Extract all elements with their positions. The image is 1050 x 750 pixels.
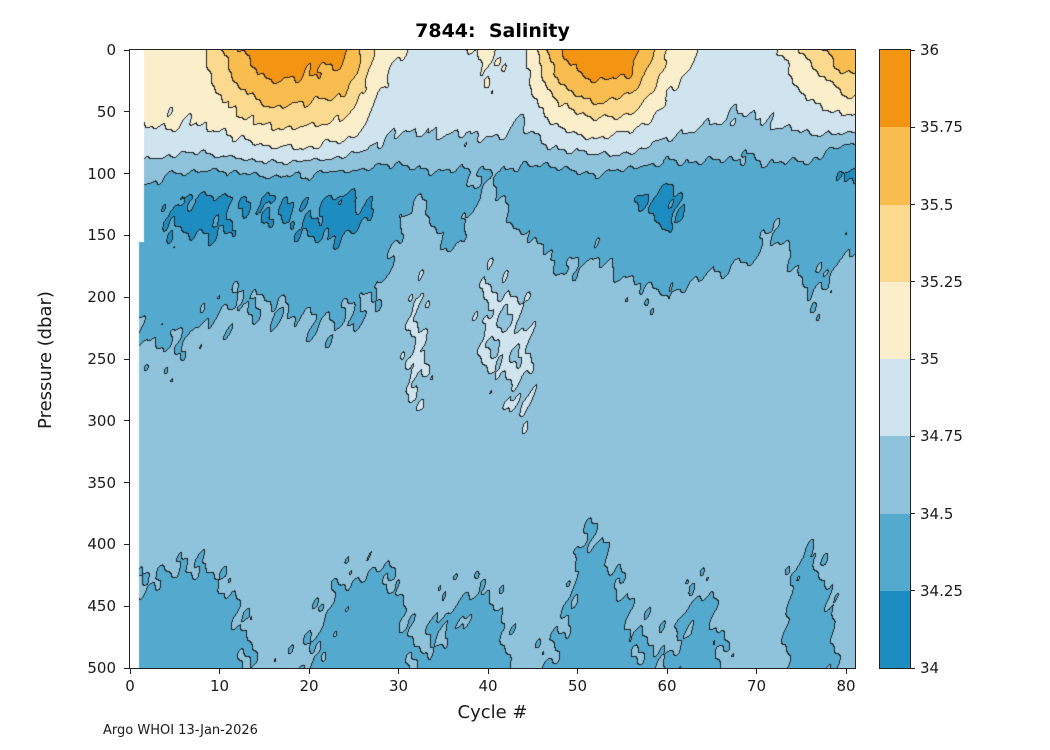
y-axis-tick	[124, 482, 129, 484]
x-axis-tick	[666, 669, 668, 674]
colorbar-tick	[911, 49, 915, 51]
y-axis-tick	[124, 111, 129, 113]
x-axis-tick	[756, 669, 758, 674]
y-tick-label: 250	[87, 350, 116, 368]
y-axis-tick	[124, 605, 129, 607]
y-axis-tick	[124, 173, 129, 175]
colorbar-tick-label: 34	[920, 659, 940, 677]
colorbar-tick	[911, 667, 915, 669]
colorbar-tick-label: 34.75	[920, 427, 963, 446]
x-tick-label: 70	[746, 677, 767, 695]
y-tick-label: 450	[87, 597, 116, 616]
x-axis-label: Cycle #	[457, 702, 528, 723]
x-tick-label: 40	[478, 677, 498, 695]
colorbar-band	[880, 127, 910, 205]
colorbar-tick-label: 35.5	[920, 195, 954, 214]
x-axis-tick	[398, 669, 400, 674]
colorbar-tick	[911, 126, 915, 128]
x-axis-tick	[845, 669, 847, 674]
y-axis-tick	[124, 358, 129, 360]
chart-title: 7844: Salinity	[415, 20, 570, 42]
y-tick-label: 350	[87, 473, 116, 492]
colorbar-band	[880, 281, 910, 359]
y-axis-tick	[124, 49, 129, 51]
y-tick-label: 200	[87, 288, 116, 307]
colorbar-band	[880, 590, 910, 668]
y-axis-tick	[124, 234, 129, 236]
plot-area-frame	[129, 49, 856, 669]
footer-annotation: Argo WHOI 13-Jan-2026	[103, 723, 258, 738]
colorbar-band	[880, 50, 910, 128]
y-tick-label: 500	[87, 659, 116, 677]
colorbar-tick-label: 34.5	[920, 504, 954, 523]
x-tick-label: 80	[836, 677, 856, 695]
colorbar-band	[880, 513, 910, 591]
x-tick-label: 30	[388, 677, 409, 695]
colorbar-band	[880, 359, 910, 437]
colorbar-tick-label: 34.25	[920, 581, 963, 600]
y-tick-label: 400	[87, 535, 116, 554]
salinity-contour-canvas	[130, 50, 855, 668]
x-tick-label: 10	[209, 677, 230, 695]
colorbar-tick	[911, 358, 915, 360]
y-tick-label: 0	[106, 41, 116, 59]
colorbar-band	[880, 204, 910, 282]
x-axis-tick	[219, 669, 220, 674]
colorbar-tick	[911, 204, 915, 205]
x-axis-tick	[129, 669, 131, 674]
y-tick-label: 300	[87, 411, 116, 430]
y-tick-label: 50	[96, 102, 116, 121]
y-axis-tick	[124, 420, 129, 422]
colorbar-tick	[911, 435, 915, 437]
x-tick-label: 20	[299, 677, 319, 695]
y-axis-tick	[124, 543, 129, 545]
x-axis-tick	[487, 669, 489, 674]
colorbar-tick-label: 35.75	[920, 118, 963, 137]
x-tick-label: 50	[567, 677, 588, 695]
x-axis-tick	[577, 669, 579, 674]
y-tick-label: 150	[87, 226, 116, 245]
y-axis-tick	[124, 667, 129, 669]
colorbar-tick	[911, 281, 915, 283]
colorbar-tick	[911, 513, 915, 514]
y-tick-label: 100	[87, 164, 116, 183]
colorbar-tick	[911, 590, 915, 592]
colorbar	[879, 49, 911, 669]
x-axis-tick	[308, 669, 310, 674]
colorbar-tick-label: 35	[920, 350, 940, 368]
x-tick-label: 60	[657, 677, 677, 695]
colorbar-band	[880, 436, 910, 514]
colorbar-tick-label: 35.25	[920, 272, 963, 291]
x-tick-label: 0	[125, 677, 135, 695]
colorbar-tick-label: 36	[920, 41, 940, 59]
y-axis-tick	[124, 296, 129, 298]
